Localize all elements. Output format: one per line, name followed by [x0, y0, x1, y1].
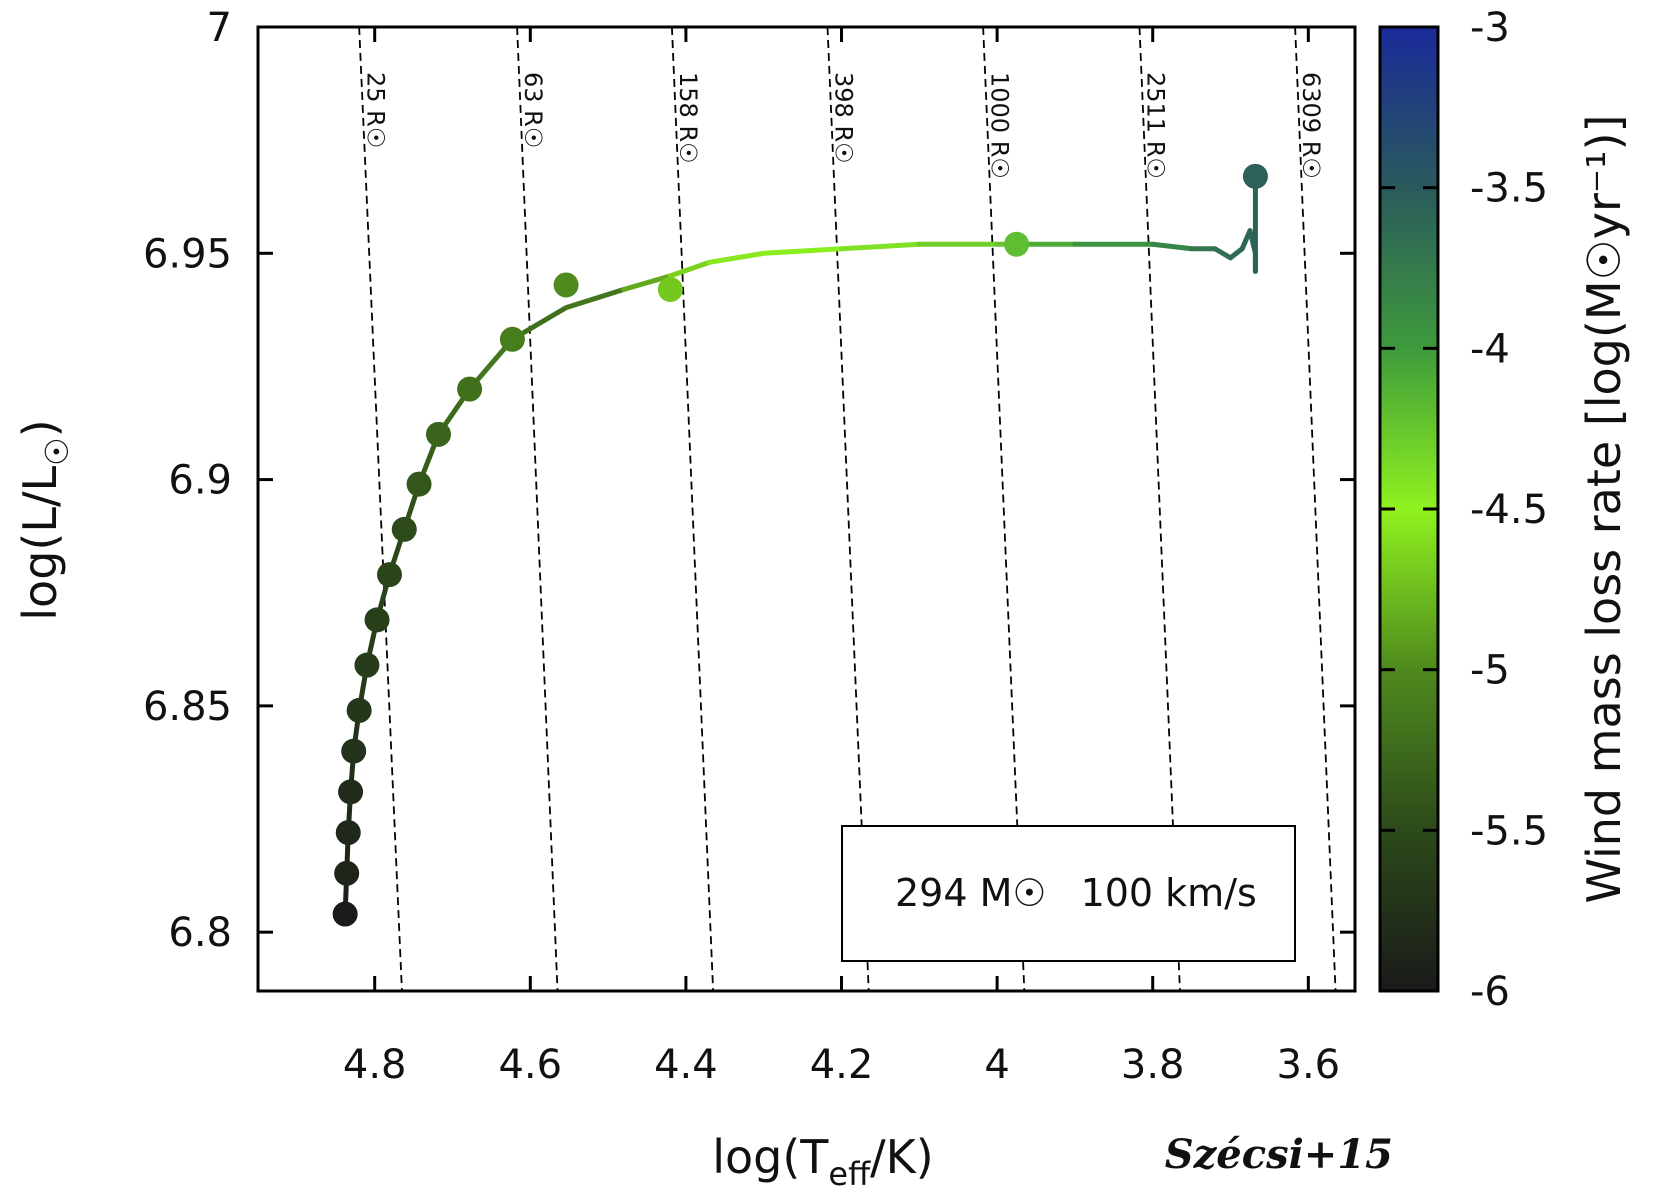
track-segment: [667, 259, 712, 279]
isoradius-line: [1294, 26, 1337, 992]
x-axis-ticks: 4.8 4.6 4.4 4.2 4 3.8 3.6: [343, 27, 1340, 1088]
legend-box: [841, 825, 1296, 962]
isoradius-line: [982, 26, 1026, 992]
y-tick-label: 6.95: [143, 231, 232, 277]
colorbar-title: Wind mass loss rate [log(M☉yr⁻¹)]: [1577, 114, 1631, 903]
track-segment: [761, 246, 845, 256]
track-point: [499, 326, 525, 352]
track-segment: [621, 273, 673, 292]
isoradius-line: [516, 26, 559, 992]
colorbar-tick-label: -5: [1470, 648, 1510, 694]
track-point: [391, 516, 417, 542]
x-axis-title: log(Teff/K): [712, 1130, 934, 1193]
isoradius-line: [826, 26, 870, 992]
track-segment: [563, 286, 627, 311]
track-point: [338, 779, 364, 805]
y-tick-label: 7: [207, 5, 232, 51]
x-tick-label: 3.8: [1121, 1042, 1185, 1088]
credit-label: Szécsi+15: [1165, 1131, 1393, 1178]
track-segment: [1212, 246, 1234, 261]
track-markers: [332, 163, 1268, 927]
isoradius-label: 1000 R☉: [985, 72, 1013, 179]
track-point: [406, 471, 432, 497]
colorbar-tick-label: -3: [1470, 5, 1510, 51]
track-point: [1242, 163, 1268, 189]
y-tick-label: 6.9: [168, 458, 232, 504]
y-tick-label: 6.8: [168, 910, 232, 956]
x-tick-label: 3.6: [1277, 1042, 1341, 1088]
track-point: [657, 276, 683, 302]
y-axis-title: log(L/L☉): [13, 419, 76, 620]
isoradius-line: [1138, 26, 1181, 992]
colorbar-tick-label: -4: [1470, 326, 1510, 372]
track-point: [1004, 231, 1030, 257]
isoradius-label: 158 R☉: [674, 72, 702, 164]
colorbar-tick-label: -3.5: [1470, 166, 1548, 212]
track-point: [553, 272, 579, 298]
colorbar-tick-label: -5.5: [1470, 808, 1548, 854]
isoradius-line: [671, 26, 715, 992]
x-tick-label: 4.2: [810, 1042, 874, 1088]
track-point: [335, 820, 361, 846]
track-point: [425, 421, 451, 447]
track-point: [364, 607, 390, 633]
x-tick-label: 4: [984, 1042, 1009, 1088]
x-tick-label: 4.4: [654, 1042, 718, 1088]
track-point: [457, 376, 483, 402]
isoradius-label: 6309 R☉: [1297, 72, 1325, 179]
plot-frame: [256, 25, 1357, 993]
isoradius-label: 25 R☉: [361, 72, 389, 148]
track-point: [376, 562, 402, 588]
colorbar-tick-label: -4.5: [1470, 487, 1548, 533]
isoradius-label: 398 R☉: [830, 72, 858, 164]
x-tick-label: 4.8: [343, 1042, 407, 1088]
track-segment: [1150, 241, 1195, 252]
isoradius-label: 63 R☉: [519, 72, 547, 148]
track-point: [332, 901, 358, 927]
track-point: [334, 860, 360, 886]
track-point: [346, 697, 372, 723]
y-axis-ticks: 6.8 6.85 6.9 6.95 7: [143, 5, 1355, 956]
colorbar-tick-label: -6: [1470, 969, 1510, 1015]
legend-velocity: 100 km/s: [1081, 871, 1257, 915]
svg-text:294 M☉ 100 km/s: 294 M☉ 100 km/s: [895, 871, 1257, 915]
evolution-track: [342, 173, 1258, 917]
colorbar-ticks: -3 -3.5 -4 -4.5 -5 -5.5 -6: [1380, 5, 1548, 1015]
isoradius-line: [358, 26, 403, 992]
x-tick-label: 4.6: [498, 1042, 562, 1088]
isoradius-lines: 25 R☉ 63 R☉ 158 R☉ 398 R☉ 1000 R☉ 2511 R☉ 6309…: [358, 26, 1337, 992]
legend: 294 M☉ 100 km/s: [841, 825, 1296, 962]
isoradius-label: 2511 R☉: [1142, 72, 1170, 179]
track-segment: [839, 241, 922, 252]
track-segment: [706, 250, 767, 265]
colorbar: -3 -3.5 -4 -4.5 -5 -5.5 -6 Wind mass loss rate…: [1378, 5, 1631, 1015]
legend-mass: 294 M☉: [895, 871, 1046, 915]
track-point: [354, 652, 380, 678]
y-tick-label: 6.85: [143, 684, 232, 730]
track-point: [341, 738, 367, 764]
